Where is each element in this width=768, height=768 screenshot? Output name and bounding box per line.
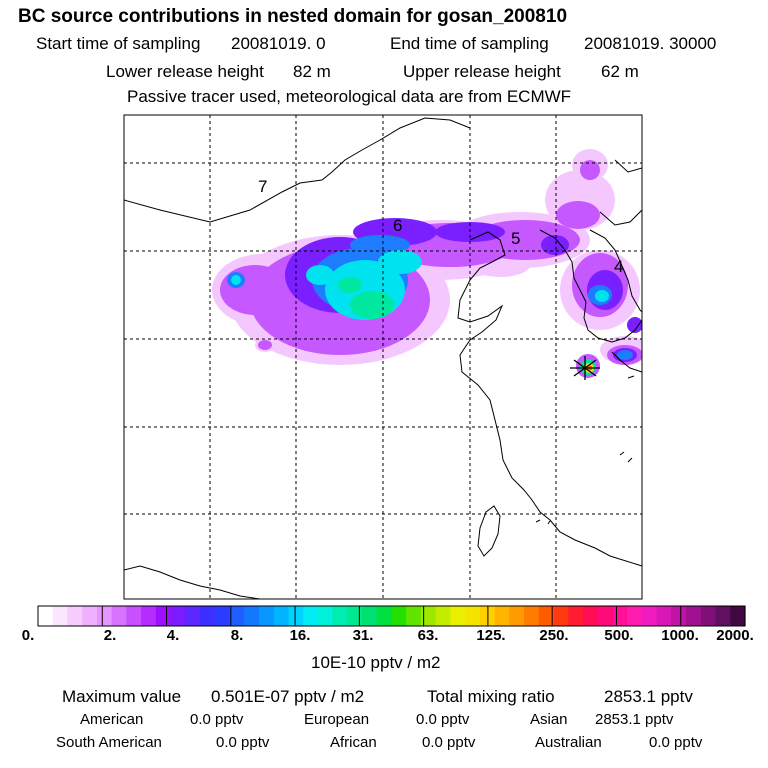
colorbar-swatch <box>362 606 378 626</box>
colorbar-swatch <box>671 606 687 626</box>
region-value: 0.0 pptv <box>416 711 470 728</box>
colorbar-tick: 4. <box>166 627 180 644</box>
colorbar-swatch <box>582 606 599 626</box>
colorbar-swatch <box>509 606 525 626</box>
tracer-field <box>212 149 642 378</box>
map-grid <box>124 115 642 599</box>
colorbar-tick: 500. <box>604 627 634 644</box>
colorbar-tick: 250. <box>539 627 569 644</box>
colorbar-swatch <box>126 606 142 626</box>
colorbar-swatch <box>82 606 98 626</box>
colorbar-swatch <box>406 606 422 626</box>
colorbar-swatch <box>141 606 157 626</box>
colorbar-tick: 8. <box>230 627 244 644</box>
region-name: African <box>330 734 377 751</box>
colorbar-swatch <box>96 606 113 626</box>
colorbar-swatch <box>553 606 569 626</box>
colorbar-tick: 0. <box>21 627 35 644</box>
colorbar-swatch <box>376 606 393 626</box>
colorbar-swatch <box>568 606 584 626</box>
region-label-4: 4 <box>614 257 623 276</box>
colorbar-swatch <box>641 606 658 626</box>
upper-height-label: Upper release height <box>403 62 561 81</box>
colorbar-units: 10E-10 pptv / m2 <box>311 653 441 672</box>
colorbar-swatch <box>465 606 481 626</box>
coastlines <box>124 117 642 599</box>
colorbar-swatch <box>656 606 672 626</box>
colorbar-swatch <box>332 606 348 626</box>
lower-height-label: Lower release height <box>106 62 264 81</box>
receptor-marker <box>570 356 600 380</box>
region-value: 0.0 pptv <box>216 734 270 751</box>
region-name: Australian <box>535 734 602 751</box>
colorbar-swatch <box>67 606 83 626</box>
region-label-5: 5 <box>511 229 520 248</box>
colorbar-swatch <box>715 606 731 626</box>
colorbar-swatch <box>494 606 510 626</box>
colorbar-swatch <box>700 606 717 626</box>
region-value: 0.0 pptv <box>190 711 244 728</box>
colorbar-swatch <box>597 606 614 626</box>
colorbar-tick: 63. <box>417 627 439 644</box>
colorbar-swatch <box>317 606 334 626</box>
total-mixing-value: 2853.1 pptv <box>604 687 693 706</box>
colorbar-tick: 2. <box>103 627 117 644</box>
colorbar-swatch <box>347 606 363 626</box>
colorbar-swatch <box>450 606 466 626</box>
max-value: 0.501E-07 pptv / m2 <box>211 687 365 706</box>
colorbar-tick: 31. <box>352 627 374 644</box>
max-value-label: Maximum value <box>62 687 182 706</box>
region-name: European <box>304 711 370 728</box>
end-time-label: End time of sampling <box>390 34 549 53</box>
end-time-value: 20081019. 30000 <box>584 34 717 53</box>
start-time-label: Start time of sampling <box>36 34 201 53</box>
lower-height-value: 82 m <box>293 62 331 81</box>
colorbar-swatch <box>258 606 275 626</box>
colorbar-swatch <box>214 606 231 626</box>
colorbar-swatch <box>52 606 69 626</box>
colorbar-swatch <box>38 606 54 626</box>
colorbar-swatch <box>730 606 746 626</box>
region-value: 2853.1 pptv <box>595 711 674 728</box>
colorbar-swatch <box>273 606 289 626</box>
colorbar-swatch <box>185 606 201 626</box>
total-mixing-label: Total mixing ratio <box>427 687 555 706</box>
colorbar-swatch <box>111 606 127 626</box>
colorbar-swatch <box>155 606 172 626</box>
plot-title: BC source contributions in nested domain… <box>18 6 568 27</box>
region-name: South American <box>56 734 162 751</box>
colorbar-swatch <box>288 606 304 626</box>
region-name: Asian <box>530 711 568 728</box>
colorbar <box>37 605 746 627</box>
colorbar-swatch <box>170 606 186 626</box>
colorbar-swatch <box>244 606 260 626</box>
upper-height-value: 62 m <box>601 62 639 81</box>
map-frame <box>123 114 643 600</box>
colorbar-swatch <box>524 606 540 626</box>
colorbar-frame <box>37 605 746 627</box>
region-value: 0.0 pptv <box>649 734 703 751</box>
colorbar-swatch <box>538 606 555 626</box>
region-name: American <box>80 711 144 728</box>
colorbar-swatch <box>303 606 319 626</box>
tracer-note: Passive tracer used, meteorological data… <box>127 87 572 106</box>
colorbar-swatch <box>391 606 407 626</box>
region-value: 0.0 pptv <box>422 734 476 751</box>
colorbar-tick: 1000. <box>661 627 699 644</box>
colorbar-tick: 125. <box>476 627 506 644</box>
colorbar-swatch <box>420 606 437 626</box>
colorbar-swatch <box>686 606 702 626</box>
colorbar-tick: 2000. <box>716 627 754 644</box>
region-label-7: 7 <box>258 177 267 196</box>
start-time-value: 20081019. 0 <box>231 34 326 53</box>
colorbar-swatch <box>627 606 643 626</box>
colorbar-swatch <box>435 606 452 626</box>
colorbar-swatch <box>612 606 628 626</box>
colorbar-tick: 16. <box>289 627 311 644</box>
region-label-6: 6 <box>393 216 402 235</box>
colorbar-swatch <box>200 606 216 626</box>
colorbar-swatch <box>229 606 245 626</box>
